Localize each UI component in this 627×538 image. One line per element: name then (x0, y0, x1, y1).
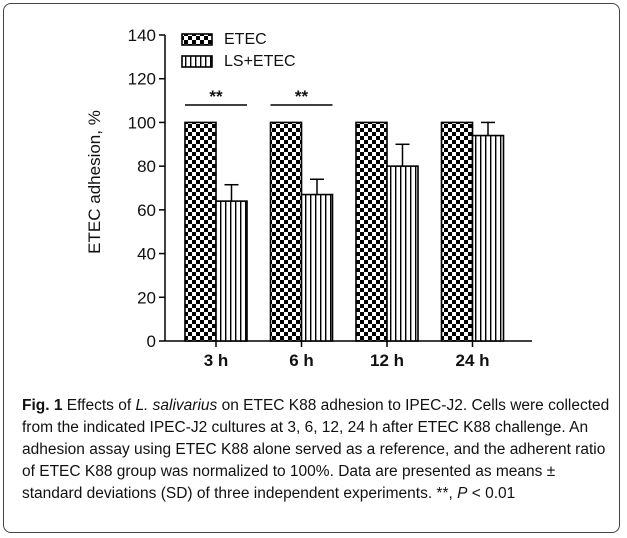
bar-ls-etec (471, 134, 505, 342)
legend-swatch (181, 33, 213, 46)
bar-chart: ETEC adhesion, % 0 20 40 60 80 100 120 140 3 h 6 … (85, 26, 532, 370)
bar-ls-etec (386, 165, 419, 342)
bar-etec (355, 121, 388, 342)
significance-marker: ** (295, 87, 309, 106)
x-tick-label: 6 h (289, 351, 314, 370)
x-tick-label: 12 h (370, 351, 404, 370)
y-tick-label: 140 (128, 26, 156, 45)
figure-caption: Fig. 1 Effects of L. salivarius on ETEC … (22, 395, 610, 505)
y-tick-label: 100 (128, 113, 156, 132)
legend-swatch (181, 55, 213, 68)
bar-ls-etec (215, 200, 248, 342)
caption-p-symbol: P (457, 485, 468, 502)
y-tick-label: 120 (128, 70, 156, 89)
bar-ls-etec (300, 193, 334, 342)
legend-label: LS+ETEC (224, 53, 296, 70)
legend-label: ETEC (224, 31, 267, 48)
y-tick-label: 20 (137, 288, 156, 307)
significance-marker: ** (209, 87, 223, 106)
bar-etec (184, 121, 217, 342)
y-tick-label: 0 (147, 332, 156, 351)
y-tick-label: 80 (137, 157, 156, 176)
caption-figure-label: Fig. 1 (22, 397, 63, 414)
caption-species: L. salivarius (135, 397, 218, 414)
caption-text-1: Effects of (62, 397, 136, 414)
caption-text-3: < 0.01 (467, 485, 516, 502)
bar-etec (269, 121, 303, 342)
bar-etec (440, 121, 474, 342)
y-tick-label: 40 (137, 245, 156, 264)
x-tick-label: 3 h (204, 351, 229, 370)
y-tick-label: 60 (137, 201, 156, 220)
caption-text-2: on ETEC K88 adhesion to IPEC-J2. Cells w… (22, 397, 610, 502)
x-tick-label: 24 h (455, 351, 489, 370)
y-axis-label: ETEC adhesion, % (85, 110, 104, 254)
